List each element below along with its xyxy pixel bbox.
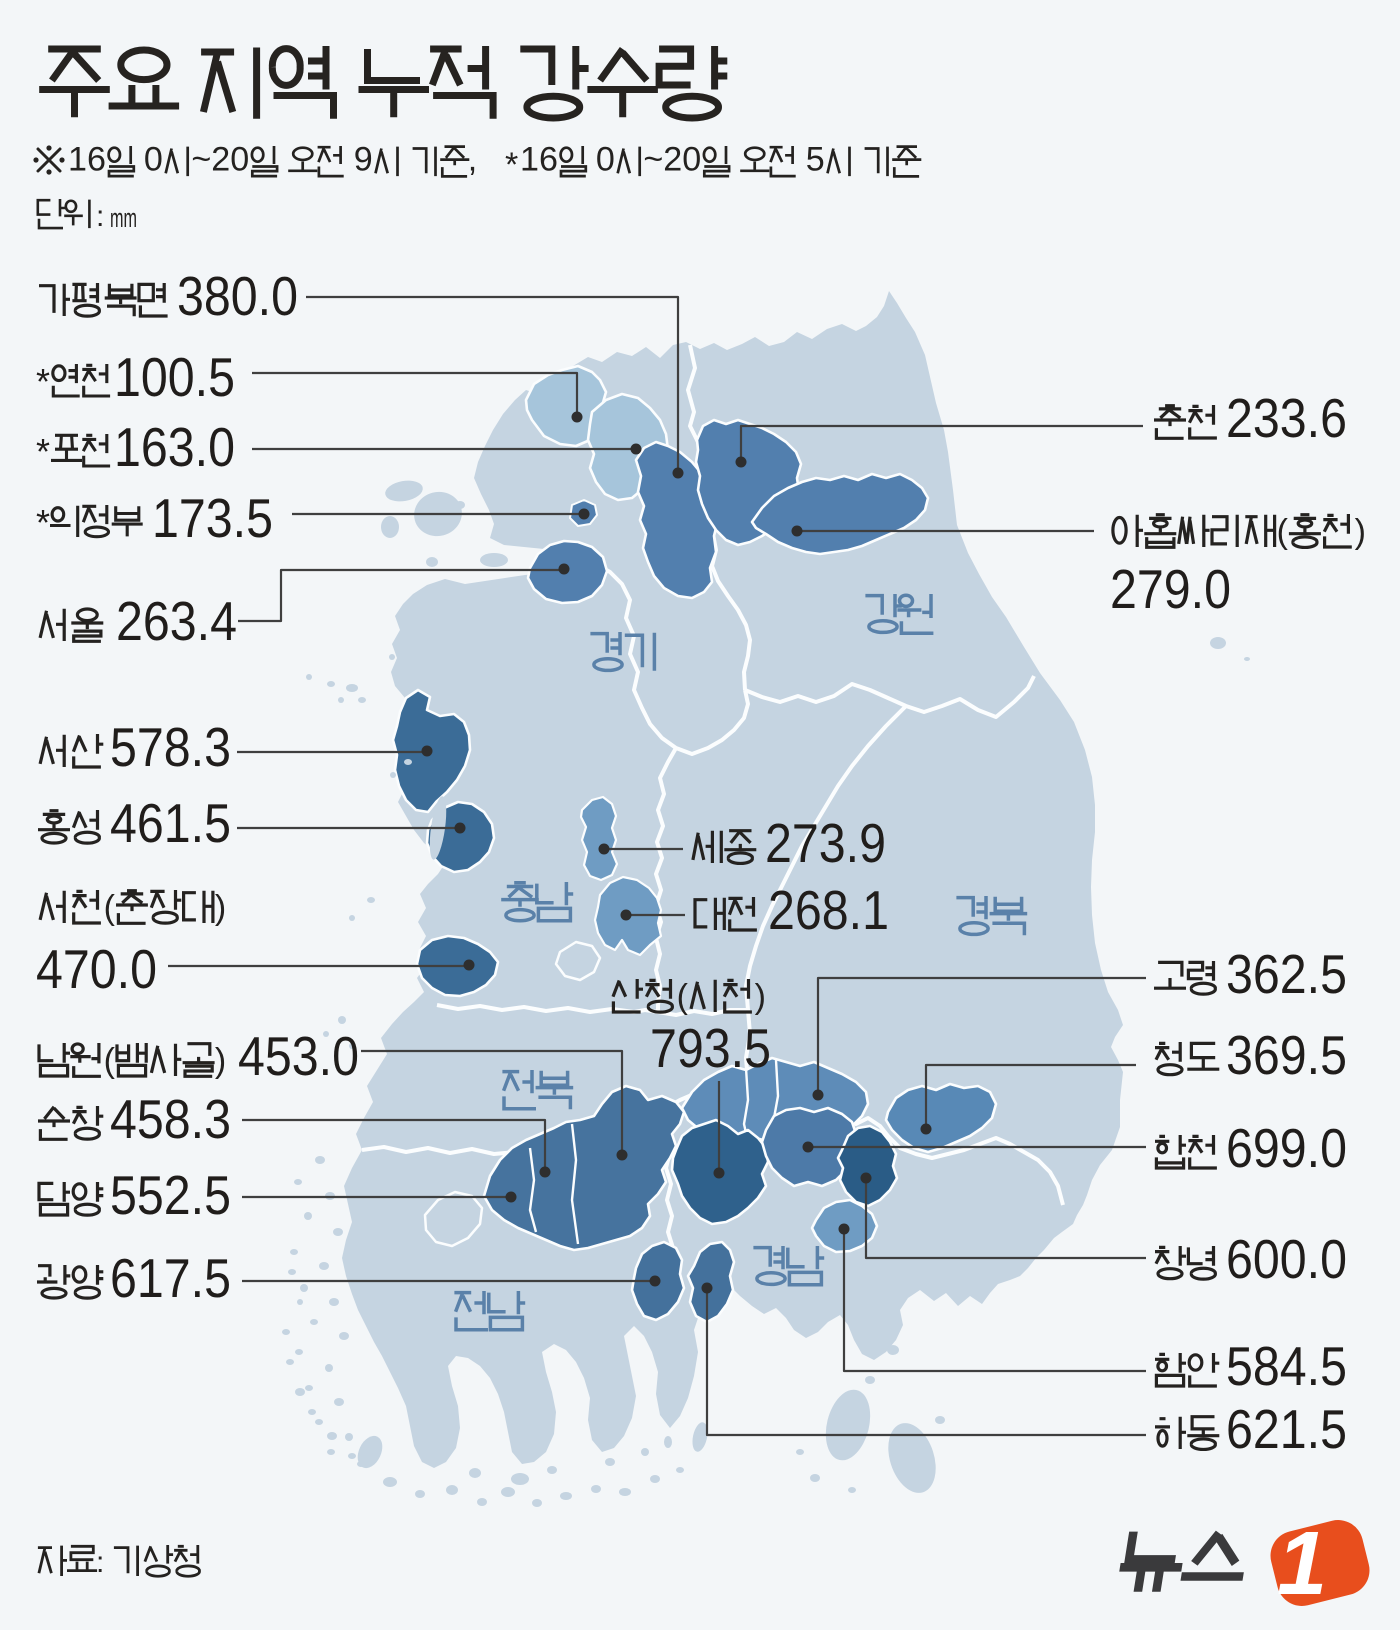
svg-text:mm: mm — [110, 203, 137, 233]
svg-text:369.5: 369.5 — [1226, 1024, 1347, 1086]
svg-text:470.0: 470.0 — [36, 938, 157, 1000]
svg-text:380.0: 380.0 — [177, 265, 298, 327]
svg-text:): ) — [1355, 513, 1366, 551]
svg-text:263.4: 263.4 — [116, 590, 237, 652]
svg-text:9: 9 — [344, 141, 372, 179]
svg-text:(: ( — [104, 889, 116, 927]
svg-text:584.5: 584.5 — [1226, 1335, 1347, 1397]
svg-text:16: 16 — [68, 141, 106, 179]
svg-text:*: * — [36, 361, 50, 402]
svg-text:163.0: 163.0 — [114, 416, 235, 478]
svg-text:1: 1 — [1277, 1514, 1327, 1614]
svg-text:*: * — [36, 431, 50, 472]
svg-text:*: * — [505, 146, 518, 184]
svg-text:617.5: 617.5 — [110, 1247, 231, 1309]
svg-text:16: 16 — [520, 141, 558, 179]
svg-text:233.6: 233.6 — [1226, 387, 1347, 449]
svg-text:453.0: 453.0 — [238, 1025, 359, 1087]
svg-text:100.5: 100.5 — [114, 346, 235, 408]
svg-text:273.9: 273.9 — [765, 812, 886, 874]
svg-text:0: 0 — [134, 141, 162, 179]
svg-text:): ) — [215, 889, 226, 927]
svg-text:458.3: 458.3 — [110, 1088, 231, 1150]
svg-text:600.0: 600.0 — [1226, 1228, 1347, 1290]
svg-text:,: , — [468, 141, 496, 179]
svg-text:0: 0 — [586, 141, 614, 179]
svg-text:~20: ~20 — [643, 141, 701, 179]
svg-text:699.0: 699.0 — [1226, 1117, 1347, 1179]
svg-text:279.0: 279.0 — [1110, 558, 1231, 620]
svg-text:~20: ~20 — [191, 141, 249, 179]
svg-text:): ) — [755, 978, 766, 1016]
svg-text:(: ( — [104, 1042, 116, 1080]
svg-text:(: ( — [677, 978, 689, 1016]
svg-text::: : — [96, 1546, 104, 1579]
svg-text:(: ( — [1277, 513, 1289, 551]
svg-text:): ) — [215, 1042, 226, 1080]
svg-text:552.5: 552.5 — [110, 1164, 231, 1226]
svg-text:621.5: 621.5 — [1226, 1398, 1347, 1460]
svg-text:793.5: 793.5 — [650, 1017, 771, 1079]
svg-text:362.5: 362.5 — [1226, 943, 1347, 1005]
svg-text:*: * — [36, 502, 50, 543]
svg-text:461.5: 461.5 — [110, 792, 231, 854]
svg-text:268.1: 268.1 — [768, 879, 889, 941]
svg-text:5: 5 — [796, 141, 824, 179]
svg-text:173.5: 173.5 — [152, 487, 273, 549]
svg-text::: : — [96, 200, 104, 233]
svg-text:578.3: 578.3 — [110, 716, 231, 778]
